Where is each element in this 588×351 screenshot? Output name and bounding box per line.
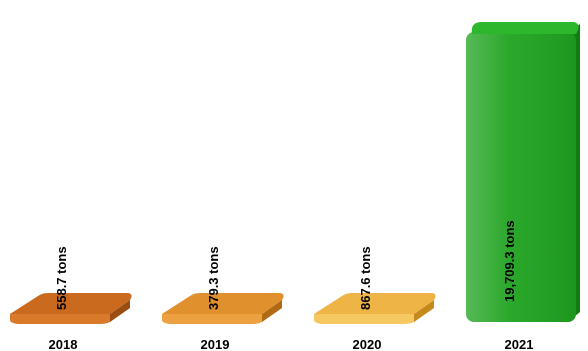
data-label: 379.3 tons <box>206 246 221 310</box>
category-label: 2018 <box>49 337 78 351</box>
bar-2018 <box>10 293 132 324</box>
labels-group: 2018 558.7 tons 2019 379.3 tons 2020 867.6 to… <box>49 220 534 351</box>
category-label: 2020 <box>353 337 382 351</box>
bar-front <box>10 314 110 324</box>
bar-top <box>314 293 436 314</box>
bars-group <box>10 22 580 324</box>
bar-front <box>162 314 262 324</box>
bar-2019 <box>162 293 284 324</box>
bar-2020 <box>314 293 436 324</box>
data-label: 19,709.3 tons <box>502 220 517 302</box>
data-label: 867.6 tons <box>358 246 373 310</box>
bar-2021 <box>466 22 580 322</box>
bar-top <box>472 22 579 34</box>
data-label: 558.7 tons <box>54 246 69 310</box>
category-label: 2019 <box>201 337 230 351</box>
bar-shine <box>466 32 576 322</box>
bar-top <box>162 293 284 314</box>
bar-front <box>314 314 414 324</box>
bar-top <box>10 293 132 314</box>
category-label: 2021 <box>505 337 534 351</box>
